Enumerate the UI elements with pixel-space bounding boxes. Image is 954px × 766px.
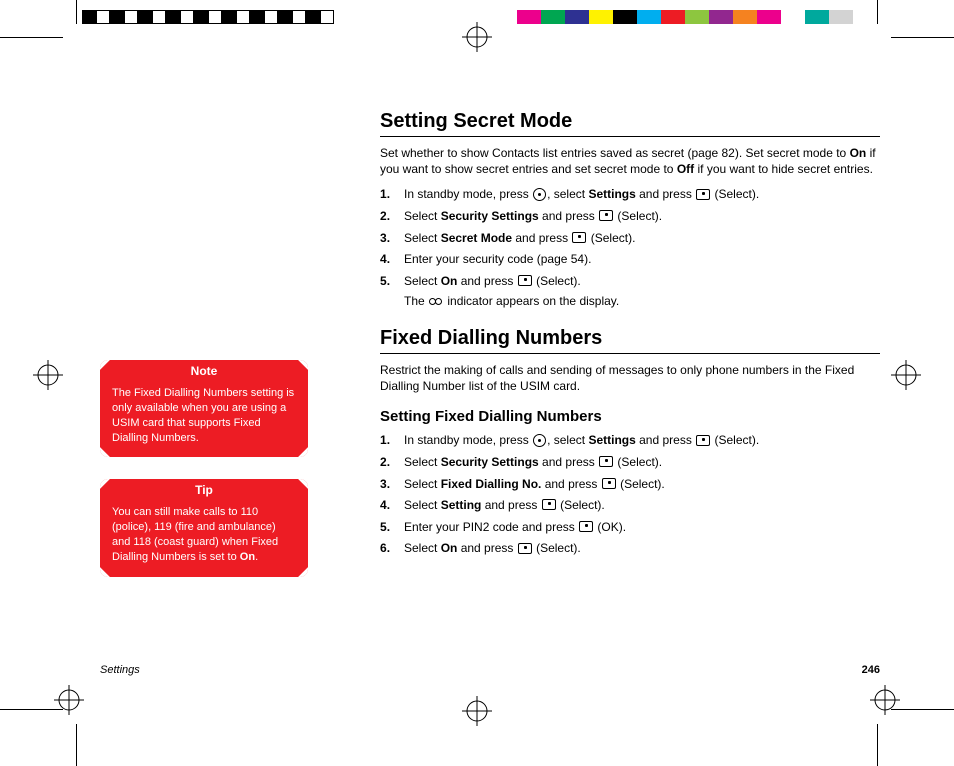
step: Select On and press (Select).	[380, 539, 880, 558]
center-key-icon	[533, 188, 546, 201]
step: In standby mode, press , select Settings…	[380, 431, 880, 450]
note-callout: Note The Fixed Dialling Numbers setting …	[100, 360, 308, 457]
crop-line	[877, 0, 878, 24]
crop-line	[76, 0, 77, 24]
steps-fixed-dialling: In standby mode, press , select Settings…	[380, 431, 880, 558]
crop-line	[891, 37, 954, 38]
step: Select Fixed Dialling No. and press (Sel…	[380, 475, 880, 494]
step: In standby mode, press , select Settings…	[380, 185, 880, 204]
softkey-icon	[602, 478, 616, 489]
softkey-icon	[696, 189, 710, 200]
registration-mark-icon	[462, 696, 492, 726]
crop-line	[76, 724, 77, 766]
footer-page-number: 246	[862, 664, 880, 676]
softkey-icon	[599, 456, 613, 467]
tip-title: Tip	[100, 479, 308, 500]
step: Select Setting and press (Select).	[380, 496, 880, 515]
registration-mark-icon	[462, 22, 492, 52]
main-column: Setting Secret Mode Set whether to show …	[380, 110, 880, 561]
crop-line	[891, 709, 954, 710]
crop-line	[877, 724, 878, 766]
intro-fixed-dialling: Restrict the making of calls and sending…	[380, 362, 880, 394]
footer-section-name: Settings	[100, 664, 140, 676]
step: Select Security Settings and press (Sele…	[380, 207, 880, 226]
note-body: The Fixed Dialling Numbers setting is on…	[100, 381, 308, 457]
softkey-icon	[518, 543, 532, 554]
page-footer: Settings 246	[100, 664, 880, 676]
page-content: Note The Fixed Dialling Numbers setting …	[100, 90, 880, 670]
step: Select Security Settings and press (Sele…	[380, 453, 880, 472]
step: Enter your security code (page 54).	[380, 250, 880, 269]
softkey-icon	[572, 232, 586, 243]
sidebar-callouts: Note The Fixed Dialling Numbers setting …	[100, 360, 335, 599]
center-key-icon	[533, 434, 546, 447]
note-title: Note	[100, 360, 308, 381]
left-density-strip	[82, 10, 334, 24]
tip-callout: Tip You can still make calls to 110 (pol…	[100, 479, 308, 576]
softkey-icon	[542, 499, 556, 510]
step: Enter your PIN2 code and press (OK).	[380, 518, 880, 537]
registration-mark-icon	[33, 360, 63, 390]
steps-secret-mode: In standby mode, press , select Settings…	[380, 185, 880, 311]
intro-secret-mode: Set whether to show Contacts list entrie…	[380, 145, 880, 177]
step: Select Secret Mode and press (Select).	[380, 229, 880, 248]
registration-mark-icon	[891, 360, 921, 390]
softkey-icon	[579, 521, 593, 532]
softkey-icon	[518, 275, 532, 286]
heading-fixed-dialling: Fixed Dialling Numbers	[380, 327, 880, 354]
heading-secret-mode: Setting Secret Mode	[380, 110, 880, 137]
softkey-icon	[599, 210, 613, 221]
secret-indicator-icon	[429, 297, 443, 305]
crop-line	[0, 37, 63, 38]
right-color-strip	[517, 10, 853, 24]
registration-mark-icon	[870, 685, 900, 715]
subheading-setting-fdn: Setting Fixed Dialling Numbers	[380, 408, 880, 425]
registration-mark-icon	[54, 685, 84, 715]
tip-body: You can still make calls to 110 (police)…	[100, 500, 308, 576]
softkey-icon	[696, 435, 710, 446]
step: Select On and press (Select). The indica…	[380, 272, 880, 311]
